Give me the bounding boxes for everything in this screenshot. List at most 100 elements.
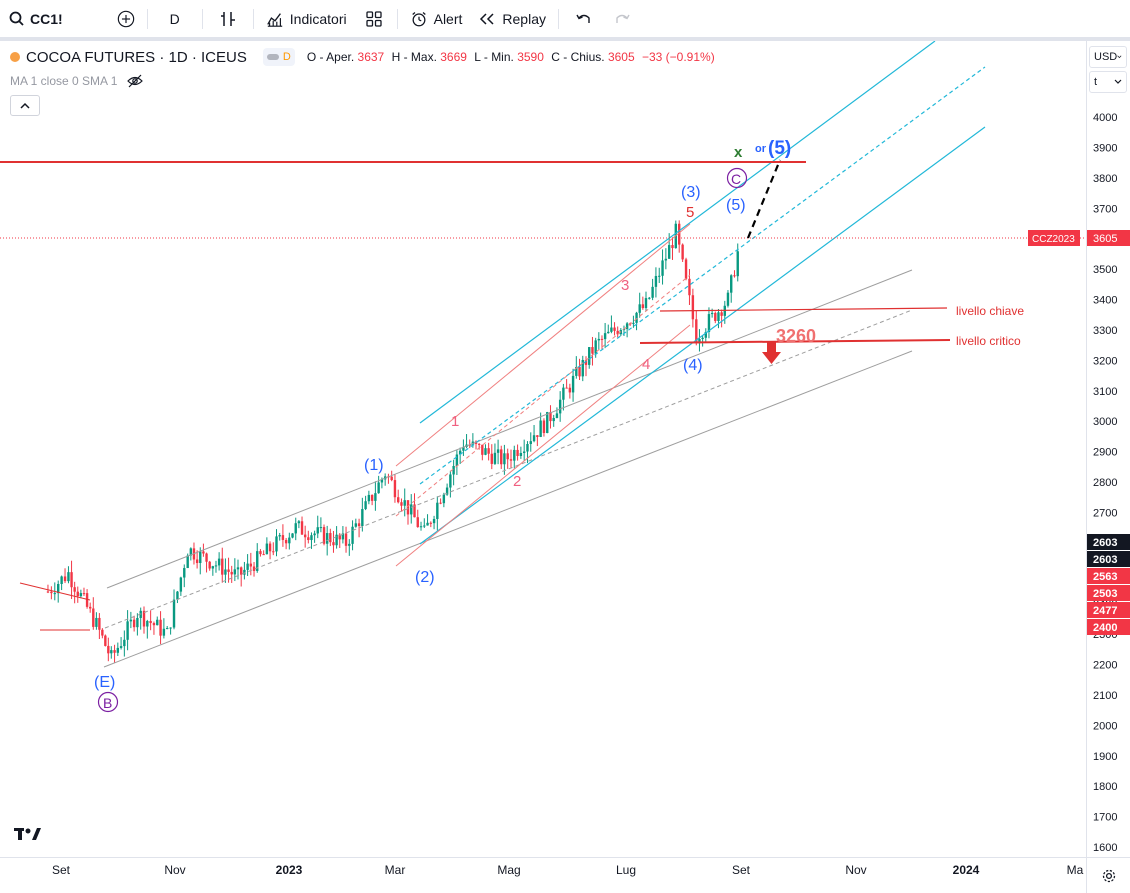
candle-body bbox=[265, 543, 269, 555]
candle-body bbox=[613, 327, 616, 331]
candle-body bbox=[132, 619, 136, 628]
ma-indicator-legend[interactable]: MA 1 close 0 SMA 1 bbox=[10, 74, 144, 88]
indicators-button[interactable]: Indicatori bbox=[258, 0, 355, 37]
candle-body bbox=[688, 278, 691, 296]
candle-body bbox=[239, 567, 243, 575]
candle-body bbox=[307, 537, 310, 541]
candle-body bbox=[156, 619, 159, 626]
interval-button[interactable]: D bbox=[152, 0, 198, 37]
candle-body bbox=[53, 593, 56, 595]
candle-body bbox=[374, 493, 377, 501]
candle-body bbox=[73, 587, 76, 592]
candle-body bbox=[149, 620, 152, 624]
candle-body bbox=[500, 449, 503, 465]
candle-body bbox=[603, 333, 607, 340]
price-tick-label: 3900 bbox=[1093, 142, 1117, 154]
candle-body bbox=[95, 617, 98, 627]
candle-body bbox=[635, 312, 638, 323]
candle-body bbox=[526, 444, 529, 452]
time-scale[interactable]: Set Nov 2023 Mar Mag Lug Set Nov 2024 Ma bbox=[0, 857, 1086, 893]
wave-1-label: (1) bbox=[364, 457, 384, 474]
candle-body bbox=[214, 565, 218, 567]
candle-body bbox=[335, 534, 338, 546]
alert-button[interactable]: Alert bbox=[402, 0, 471, 37]
candle-body bbox=[701, 337, 704, 340]
alert-label: Alert bbox=[433, 10, 463, 27]
symbol-label: CC1! bbox=[30, 10, 63, 27]
candle-body bbox=[357, 523, 361, 527]
chart-title[interactable]: COCOA FUTURES · 1D · ICEUS bbox=[26, 48, 247, 66]
currency-select[interactable]: USD bbox=[1089, 46, 1127, 68]
candle-body bbox=[730, 275, 733, 293]
candle-body bbox=[684, 259, 688, 279]
price-tag-box bbox=[1087, 551, 1130, 567]
candle-body bbox=[243, 569, 246, 575]
chart-type-button[interactable] bbox=[207, 0, 249, 37]
candle-body bbox=[319, 527, 323, 529]
candle-body bbox=[607, 331, 610, 334]
add-circle-icon bbox=[117, 10, 134, 27]
candle-body bbox=[600, 338, 604, 340]
grid-icon bbox=[365, 10, 382, 27]
replay-button[interactable]: Replay bbox=[470, 0, 554, 37]
price-tick-label: 2800 bbox=[1093, 477, 1117, 489]
candles-layer bbox=[46, 220, 739, 663]
candle-body bbox=[449, 474, 452, 488]
price-tick-label: 2900 bbox=[1093, 447, 1117, 459]
candle-body bbox=[681, 244, 684, 260]
or-label: or bbox=[755, 143, 767, 155]
candle-body bbox=[85, 593, 89, 607]
layouts-button[interactable] bbox=[355, 0, 393, 37]
candle-body bbox=[542, 420, 546, 434]
candle-body bbox=[397, 497, 400, 503]
symbol-search[interactable]: CC1! bbox=[0, 0, 71, 37]
wave-e-label: (E) bbox=[94, 674, 115, 691]
candle-body bbox=[710, 312, 714, 315]
red-channel-mid bbox=[395, 274, 691, 517]
candle-body bbox=[691, 295, 695, 320]
red-channel-lower bbox=[395, 324, 691, 567]
collapse-legend-button[interactable] bbox=[10, 95, 40, 116]
candle-body bbox=[162, 628, 166, 636]
candle-body bbox=[50, 591, 53, 594]
candle-body bbox=[88, 606, 92, 609]
candle-body bbox=[506, 453, 509, 460]
candle-body bbox=[406, 500, 410, 515]
wave-3-label: (3) bbox=[681, 184, 701, 201]
price-tick-label: 4000 bbox=[1093, 112, 1117, 124]
candle-body bbox=[413, 504, 416, 518]
candle-body bbox=[230, 571, 233, 575]
candle-body bbox=[123, 639, 126, 647]
time-tick-label: Lug bbox=[616, 863, 636, 877]
compare-button[interactable] bbox=[109, 0, 143, 37]
rewind-icon bbox=[480, 12, 494, 25]
subwave-4-label: 4 bbox=[642, 356, 650, 373]
unit-select[interactable]: t bbox=[1089, 71, 1127, 93]
divider bbox=[201, 8, 203, 29]
price-tag-label: 2400 bbox=[1093, 622, 1117, 634]
price-tag-label: 2603 bbox=[1093, 537, 1117, 549]
undo-button[interactable] bbox=[563, 0, 605, 37]
candle-body bbox=[549, 412, 552, 422]
candle-body bbox=[584, 359, 588, 365]
candle-body bbox=[487, 448, 490, 454]
candle-body bbox=[664, 258, 668, 261]
price-chart[interactable]: (E) B (1) (2) (3) (4) (5) (5) or x C 1 2… bbox=[0, 41, 1086, 857]
cyan-channel-lower bbox=[419, 126, 986, 545]
price-tick-label: 2000 bbox=[1093, 720, 1117, 732]
data-status-badge[interactable]: D bbox=[262, 48, 295, 66]
candle-body bbox=[591, 347, 594, 354]
candle-body bbox=[70, 572, 73, 588]
candle-body bbox=[165, 628, 169, 630]
eye-hidden-icon[interactable] bbox=[127, 74, 144, 88]
candle-body bbox=[726, 292, 730, 306]
open-value: 3637 bbox=[357, 50, 385, 64]
price-scale[interactable] bbox=[1086, 41, 1130, 857]
redo-button[interactable] bbox=[605, 0, 639, 37]
wave-b-label: B bbox=[103, 695, 112, 711]
chart-settings-button[interactable] bbox=[1086, 857, 1130, 893]
ma-label: MA 1 close 0 SMA 1 bbox=[10, 74, 118, 88]
candle-body bbox=[183, 568, 186, 578]
time-tick-label: Nov bbox=[164, 863, 185, 877]
gray-channel-lower bbox=[103, 350, 913, 668]
